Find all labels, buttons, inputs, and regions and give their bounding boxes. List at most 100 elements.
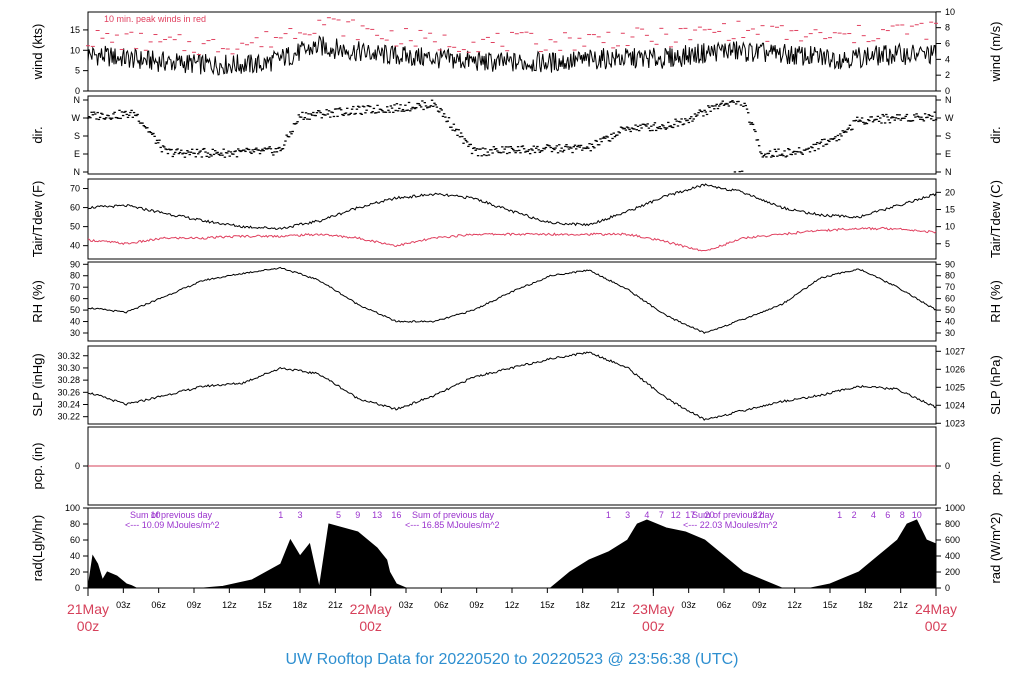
slp-right-tick-label: 1026 <box>945 364 965 374</box>
rh-frame <box>87 261 937 342</box>
rad-hour-mark: 8 <box>900 510 905 520</box>
x-tick-label: 09z <box>187 600 202 610</box>
wind-ylabel-left: wind (kts) <box>30 24 45 81</box>
temp-left-tick-label: 60 <box>70 203 80 213</box>
slp-right-tick-label: 1025 <box>945 382 965 392</box>
x-tick-label: 06z <box>434 600 449 610</box>
x-tick-label: 21z <box>328 600 343 610</box>
pcp-panel: pcp. (in) pcp. (mm) 0 0 <box>30 426 1003 506</box>
dir-left-tick-label: N <box>74 167 81 177</box>
pcp-right-tick-label: 0 <box>945 461 950 471</box>
x-tick-label: 21z <box>611 600 626 610</box>
rad-right-tick-label: 0 <box>945 583 950 593</box>
slp-panel: SLP (inHg) SLP (hPa) 30.22 30.24 30.26 30.28 3… <box>30 345 1003 428</box>
wind-right-tick-label: 8 <box>945 23 950 33</box>
wind-left-tick-label: 0 <box>75 86 80 96</box>
slp-right-tick-label: 1027 <box>945 346 965 356</box>
pcp-ylabel-right: pcp. (mm) <box>988 437 1003 496</box>
rad-hour-mark: 20 <box>705 510 715 520</box>
rh-right-tick-label: 90 <box>945 259 955 269</box>
rad-area <box>87 519 937 589</box>
temp-right-tick-label: 15 <box>945 204 955 214</box>
x-day-label: 22May <box>350 601 392 617</box>
wind-speed-line <box>87 35 937 76</box>
rh-left-tick-label: 80 <box>70 271 80 281</box>
temp-panel: Tair/Tdew (F) Tair/Tdew (C) 40 50 60 70 5 10 15 2… <box>30 178 1003 260</box>
rad-hour-mark: 2 <box>852 510 857 520</box>
rad-panel: rad(Lgly/hr) rad (W/m^2)02040608010002004… <box>30 503 1003 593</box>
x-day-hour-label: 00z <box>642 618 665 634</box>
x-axis: 03z 06z 09z 12z 15z 18z 21z 03z 06z 09z 12z 15z 18z 2… <box>67 588 957 634</box>
slp-right-tick-label: 1023 <box>945 418 965 428</box>
dir-right-tick-label: E <box>945 149 951 159</box>
rad-hour-mark: 13 <box>372 510 382 520</box>
rad-hour-mark: 3 <box>625 510 630 520</box>
rh-right-tick-label: 80 <box>945 271 955 281</box>
rh-left-tick-label: 70 <box>70 282 80 292</box>
temp-ylabel-left: Tair/Tdew (F) <box>30 181 45 258</box>
wind-peak-marks <box>86 17 938 56</box>
rh-right-tick-label: 70 <box>945 282 955 292</box>
x-tick-label: 09z <box>752 600 767 610</box>
rad-hour-mark: 6 <box>885 510 890 520</box>
radiation-notes: Sum of previous day<--- 10.09 MJoules/m^… <box>125 510 922 530</box>
rad-left-tick-label: 100 <box>65 503 80 513</box>
x-tick-label: 15z <box>823 600 838 610</box>
rad-ylabel-left: rad(Lgly/hr) <box>30 515 45 581</box>
rad-hour-mark: 7 <box>659 510 664 520</box>
wind-right-tick-label: 10 <box>945 7 955 17</box>
pcp-left-tick-label: 0 <box>75 461 80 471</box>
wind-left-tick-label: 15 <box>70 25 80 35</box>
wind-left-tick-label: 10 <box>70 45 80 55</box>
dir-dots <box>86 99 938 173</box>
dir-left-tick-label: E <box>74 149 80 159</box>
rh-left-tick-label: 40 <box>70 317 80 327</box>
x-day-hour-label: 00z <box>359 618 382 634</box>
rh-right-tick-label: 40 <box>945 317 955 327</box>
wind-panel: wind (kts) wind (m/s) 0 5 10 15 0 2 4 6 8 10 <box>30 7 1003 96</box>
rh-left-tick-label: 90 <box>70 259 80 269</box>
dir-right-tick-label: N <box>945 95 952 105</box>
x-day-hour-label: 00z <box>925 618 948 634</box>
slp-left-tick-label: 30.22 <box>57 412 80 422</box>
rad-hour-mark: 4 <box>644 510 649 520</box>
x-tick-label: 03z <box>116 600 131 610</box>
x-day-label: 23May <box>632 601 674 617</box>
x-day-label: 21May <box>67 601 109 617</box>
rad-hour-mark: 22 <box>753 510 763 520</box>
rad-right-tick-label: 1000 <box>945 503 965 513</box>
wind-frame <box>87 11 937 92</box>
temp-ylabel-right: Tair/Tdew (C) <box>988 180 1003 258</box>
x-tick-label: 12z <box>222 600 237 610</box>
pcp-ylabel-left: pcp. (in) <box>30 443 45 490</box>
rad-right-tick-label: 600 <box>945 535 960 545</box>
rad-right-tick-label: 400 <box>945 551 960 561</box>
rad-left-tick-label: 40 <box>70 551 80 561</box>
rh-ylabel-right: RH (%) <box>988 280 1003 323</box>
slp-left-tick-label: 30.28 <box>57 375 80 385</box>
dir-frame <box>87 95 937 175</box>
slp-right-tick-label: 1024 <box>945 400 965 410</box>
temp-right-tick-label: 5 <box>945 239 950 249</box>
rh-right-tick-label: 50 <box>945 305 955 315</box>
wind-right-tick-label: 2 <box>945 70 950 80</box>
rh-left-tick-label: 50 <box>70 305 80 315</box>
rh-right-tick-label: 30 <box>945 328 955 338</box>
x-tick-label: 09z <box>469 600 484 610</box>
temp-left-tick-label: 70 <box>70 184 80 194</box>
temp-frame <box>87 178 937 260</box>
slp-left-tick-label: 30.26 <box>57 387 80 397</box>
rh-ylabel-left: RH (%) <box>30 280 45 323</box>
dir-ylabel-right: dir. <box>988 126 1003 143</box>
rad-left-tick-label: 80 <box>70 519 80 529</box>
x-tick-label: 18z <box>575 600 590 610</box>
slp-ylabel-right: SLP (hPa) <box>988 355 1003 415</box>
dir-right-tick-label: S <box>945 131 951 141</box>
slp-left-tick-label: 30.32 <box>57 351 80 361</box>
dir-left-tick-label: N <box>74 95 81 105</box>
temp-right-tick-label: 10 <box>945 222 955 232</box>
rad-note-energy: <--- 10.09 MJoules/m^2 <box>125 520 220 530</box>
rad-hour-mark: 16 <box>391 510 401 520</box>
rad-left-tick-label: 0 <box>75 583 80 593</box>
